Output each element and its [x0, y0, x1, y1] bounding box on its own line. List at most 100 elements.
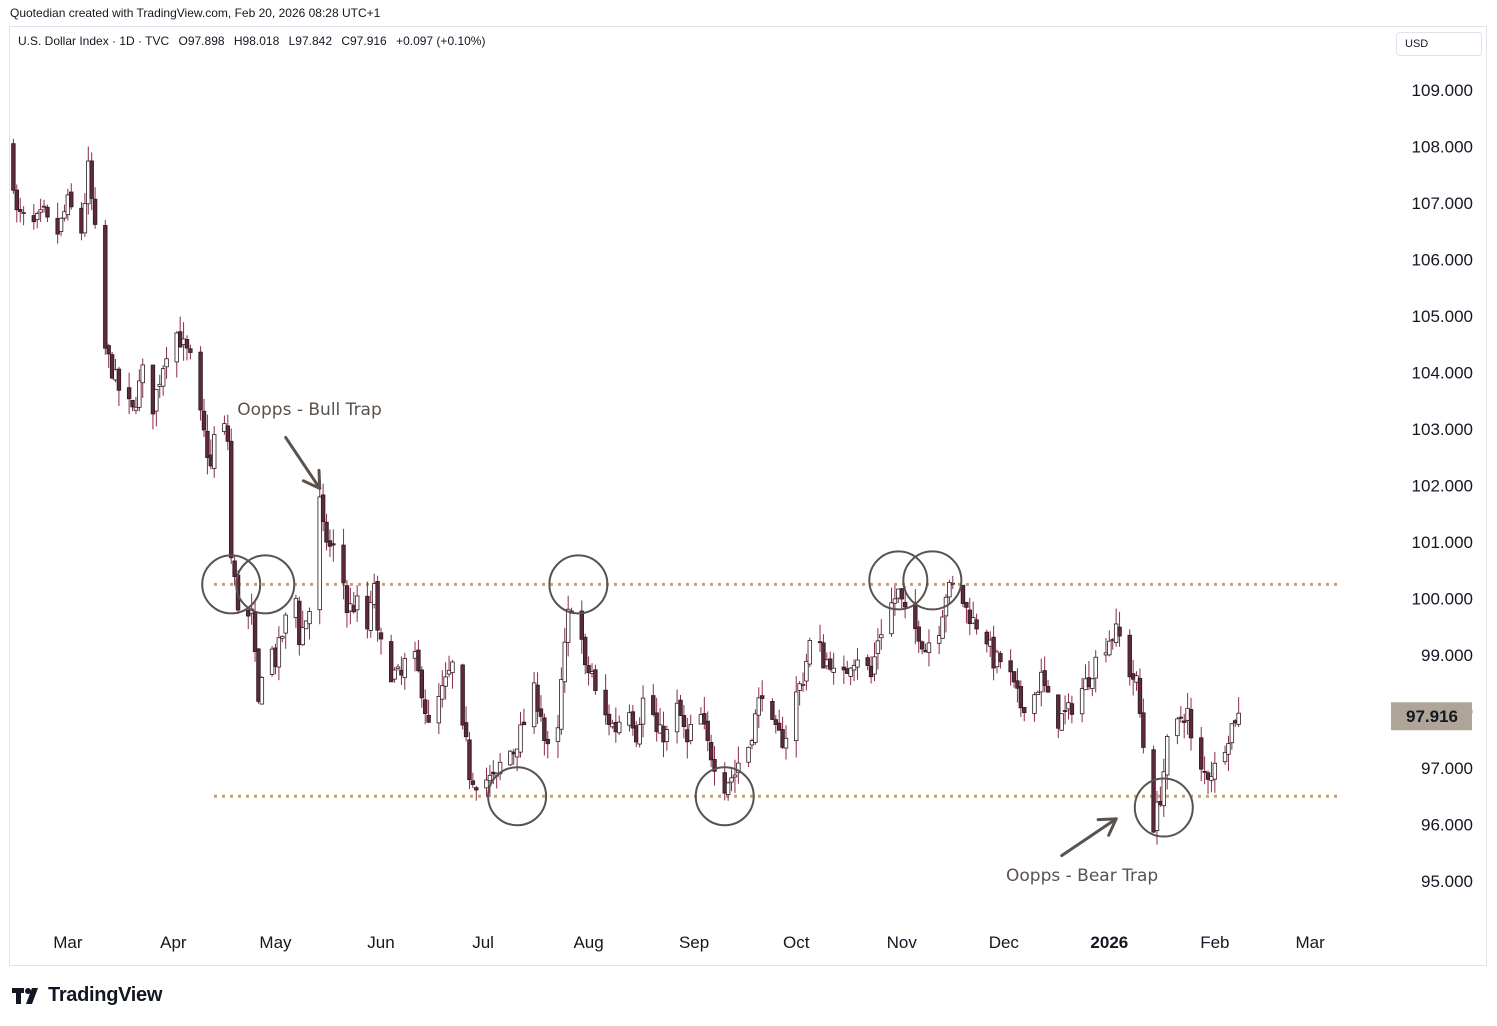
candle: [130, 399, 135, 412]
candle: [69, 183, 74, 210]
candle: [1127, 629, 1132, 686]
candle: [586, 656, 591, 686]
candle-body: [535, 684, 540, 712]
highlight-circles: [201, 550, 1194, 838]
candle-body: [889, 602, 894, 635]
candle: [1199, 726, 1204, 782]
symbol-name[interactable]: U.S. Dollar Index · 1D · TVC: [18, 34, 170, 48]
candle-body: [474, 787, 479, 791]
candle-body: [947, 581, 952, 598]
bull-trap-arrow[interactable]: [284, 435, 322, 490]
candle: [392, 667, 397, 683]
candle: [225, 414, 231, 451]
candle-body: [545, 738, 550, 745]
candle-body: [1236, 712, 1241, 725]
candle-body: [440, 685, 445, 700]
candle-body: [736, 762, 741, 774]
price-axis[interactable]: 95.00096.00097.00098.00099.000100.000101…: [1412, 81, 1473, 891]
candle-body: [11, 143, 16, 191]
candle: [160, 365, 166, 396]
candle: [137, 369, 142, 412]
candle: [753, 709, 758, 745]
candle-body: [688, 724, 693, 741]
y-tick-label: 96.000: [1421, 816, 1473, 835]
candle-body: [426, 714, 431, 723]
candle-body: [565, 608, 571, 643]
candle: [21, 206, 26, 226]
x-tick-label: Jul: [472, 933, 494, 952]
tradingview-logo[interactable]: TradingView: [12, 984, 162, 1007]
candle-body: [1127, 634, 1132, 678]
time-axis[interactable]: Mar Apr May Jun Jul Aug Sep Oct Nov Dec 2026 Feb Mar: [53, 933, 1325, 952]
candle-body: [950, 582, 955, 585]
candle: [297, 596, 302, 656]
symbol-legend[interactable]: U.S. Dollar Index · 1D · TVC O97.898 H98…: [18, 34, 491, 48]
tradingview-logo-text: TradingView: [48, 984, 163, 1006]
highlight-circle[interactable]: [694, 766, 755, 827]
candle: [378, 627, 384, 655]
candle-body: [794, 691, 799, 742]
tradingview-logo-icon: [12, 987, 38, 1004]
candle-body: [137, 380, 142, 408]
candle: [1056, 694, 1061, 739]
candle-body: [865, 657, 870, 666]
last-price-tag: 97.916: [1391, 702, 1472, 731]
candle-body: [678, 699, 683, 716]
candle-body: [140, 364, 145, 384]
change-value: +0.097 (+0.10%): [396, 34, 486, 48]
candle-body: [759, 695, 765, 699]
candle: [773, 714, 778, 734]
candle-body: [702, 713, 707, 725]
candle: [674, 689, 680, 744]
candle-body: [205, 430, 210, 458]
candle: [746, 746, 751, 768]
candle: [518, 711, 523, 758]
candle-body: [828, 658, 833, 670]
highlight-circle[interactable]: [548, 554, 609, 615]
candle: [395, 663, 401, 671]
candle-body: [1222, 752, 1228, 763]
candle: [174, 331, 179, 378]
candles: [11, 138, 1241, 845]
highlight-circle[interactable]: [235, 554, 296, 615]
highlight-circle[interactable]: [487, 766, 548, 827]
candle: [960, 584, 966, 608]
highlight-circle[interactable]: [868, 550, 929, 611]
candle-body: [82, 203, 88, 234]
bear-trap-arrow[interactable]: [1060, 817, 1118, 858]
candle-body: [1062, 710, 1068, 712]
candle-body: [984, 631, 990, 645]
candle-body: [467, 739, 472, 781]
x-tick-label: Sep: [679, 933, 709, 952]
candle-body: [130, 399, 135, 408]
candle-body: [133, 406, 139, 411]
candle-body: [470, 780, 476, 785]
candle-body: [998, 653, 1003, 663]
candle: [201, 398, 207, 438]
annotation-text[interactable]: Oopps - Bear Trap: [1006, 866, 1158, 886]
candle-body: [443, 676, 448, 687]
candle-body: [317, 496, 322, 611]
candle-body: [1202, 770, 1207, 773]
candle-body: [1141, 712, 1146, 748]
candle-body: [487, 774, 493, 782]
highlight-circle[interactable]: [902, 550, 963, 611]
candle: [947, 579, 952, 605]
candle: [1018, 680, 1024, 717]
annotation-text[interactable]: Oopps - Bull Trap: [237, 400, 382, 420]
highlight-circle[interactable]: [201, 554, 262, 615]
close-value: C97.916: [341, 34, 387, 48]
last-price-value: 97.916: [1406, 707, 1458, 726]
currency-button[interactable]: USD: [1396, 32, 1482, 56]
candle: [1107, 630, 1112, 657]
candle-body: [807, 640, 813, 665]
candle-body: [1199, 737, 1204, 770]
candle-body: [1042, 670, 1047, 686]
candle-body: [902, 601, 908, 608]
candle: [41, 199, 47, 213]
candle: [542, 713, 547, 756]
highlight-circle[interactable]: [1133, 777, 1194, 838]
candle: [440, 670, 445, 708]
candle: [1151, 745, 1156, 833]
